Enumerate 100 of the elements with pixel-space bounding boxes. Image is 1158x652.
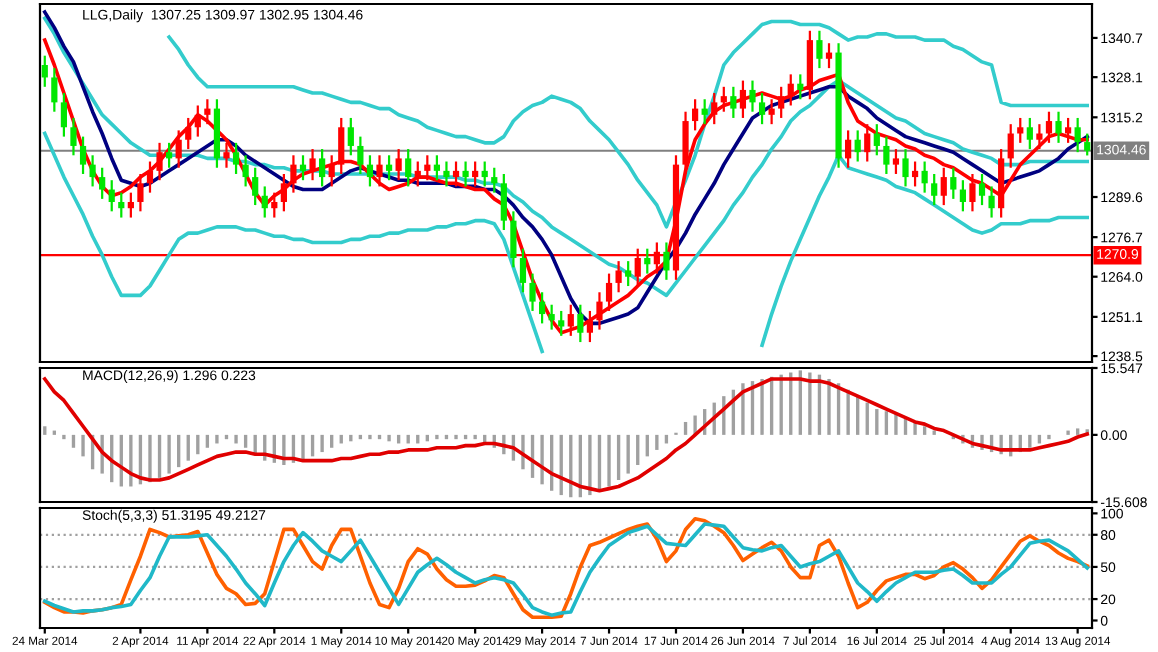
- candlestick: [204, 98, 211, 126]
- candlestick: [768, 98, 775, 126]
- candlestick: [644, 247, 651, 275]
- candlestick: [510, 210, 517, 269]
- candlestick: [118, 191, 125, 219]
- candlestick: [663, 241, 670, 281]
- candlestick: [137, 172, 144, 213]
- candlestick: [395, 147, 402, 182]
- candlestick: [385, 154, 393, 182]
- candlestick: [682, 110, 689, 176]
- candlestick: [615, 260, 622, 294]
- candlestick: [185, 116, 192, 151]
- candlestick: [548, 303, 555, 331]
- candlestick: [605, 272, 613, 313]
- candlestick: [692, 98, 699, 132]
- candlestick: [70, 116, 77, 157]
- candlestick: [1045, 110, 1053, 144]
- candlestick: [452, 160, 460, 188]
- candlestick: [701, 98, 708, 126]
- candlestick: [280, 172, 287, 213]
- candlestick: [127, 191, 134, 219]
- candlestick: [758, 91, 766, 126]
- candlestick: [166, 141, 173, 169]
- candlestick: [797, 73, 804, 101]
- candlestick: [376, 154, 383, 188]
- candlestick: [414, 160, 421, 188]
- candlestick: [854, 129, 861, 163]
- candlestick: [252, 166, 259, 207]
- candlestick: [892, 147, 900, 176]
- candlestick: [424, 154, 431, 182]
- candlestick: [787, 73, 794, 107]
- candlestick: [931, 172, 938, 207]
- candlestick: [156, 141, 163, 182]
- line-series: [167, 19, 1090, 229]
- candlestick: [99, 166, 106, 200]
- candlestick: [940, 166, 947, 207]
- candlestick: [481, 160, 488, 188]
- candlestick: [1084, 132, 1091, 157]
- candlestick: [816, 29, 823, 70]
- candlestick: [873, 123, 880, 157]
- candlestick: [720, 85, 727, 113]
- candlestick: [89, 154, 96, 188]
- candlestick: [1074, 116, 1081, 154]
- candlestick: [108, 179, 115, 213]
- candlestick: [146, 160, 154, 194]
- candlestick: [242, 154, 249, 188]
- candlestick: [1007, 123, 1014, 169]
- candlestick: [60, 91, 68, 138]
- candlestick: [366, 154, 374, 188]
- candlestick: [347, 116, 354, 157]
- candlestick: [950, 166, 957, 200]
- candlestick: [825, 42, 833, 70]
- candlestick: [1064, 116, 1072, 144]
- candlestick: [625, 260, 632, 288]
- candlestick: [500, 172, 507, 232]
- candlestick: [338, 116, 345, 176]
- candlestick: [309, 147, 316, 182]
- candlestick: [290, 154, 297, 194]
- candlestick: [902, 147, 909, 188]
- candlestick: [739, 79, 747, 120]
- candlestick: [462, 160, 469, 188]
- candlestick: [328, 154, 335, 188]
- candlestick: [51, 67, 58, 113]
- candlestick: [223, 141, 230, 169]
- candlestick: [79, 135, 87, 176]
- candlestick: [558, 309, 565, 337]
- candlestick: [988, 185, 995, 219]
- candlestick: [749, 79, 756, 113]
- candlestick: [978, 172, 986, 207]
- candlestick: [864, 123, 871, 163]
- candlestick: [491, 166, 498, 194]
- candlestick: [1026, 116, 1033, 151]
- candlestick: [175, 129, 182, 169]
- candlestick: [41, 54, 48, 88]
- candlestick: [1055, 110, 1062, 144]
- candlestick: [921, 160, 928, 194]
- candlestick: [261, 185, 268, 219]
- candlestick: [911, 160, 919, 188]
- candlestick: [577, 303, 584, 344]
- candlestick: [1036, 123, 1043, 151]
- candlestick: [1017, 116, 1024, 144]
- candlestick: [433, 154, 440, 182]
- candlestick: [969, 172, 976, 213]
- candlestick: [778, 85, 785, 120]
- candlestick: [883, 135, 890, 176]
- candlestick: [472, 160, 479, 188]
- candlestick: [443, 160, 450, 188]
- candlestick: [538, 291, 546, 325]
- candlestick: [845, 129, 852, 169]
- candlestick: [271, 191, 278, 219]
- candlestick: [299, 154, 307, 182]
- candlestick: [194, 104, 201, 138]
- candlestick: [711, 91, 718, 126]
- candlestick: [232, 141, 240, 176]
- candlestick: [405, 147, 412, 188]
- candlestick: [730, 85, 737, 120]
- candlestick: [357, 135, 364, 176]
- candlestick: [959, 179, 966, 213]
- candlestick: [319, 147, 326, 188]
- candlestick: [519, 247, 527, 294]
